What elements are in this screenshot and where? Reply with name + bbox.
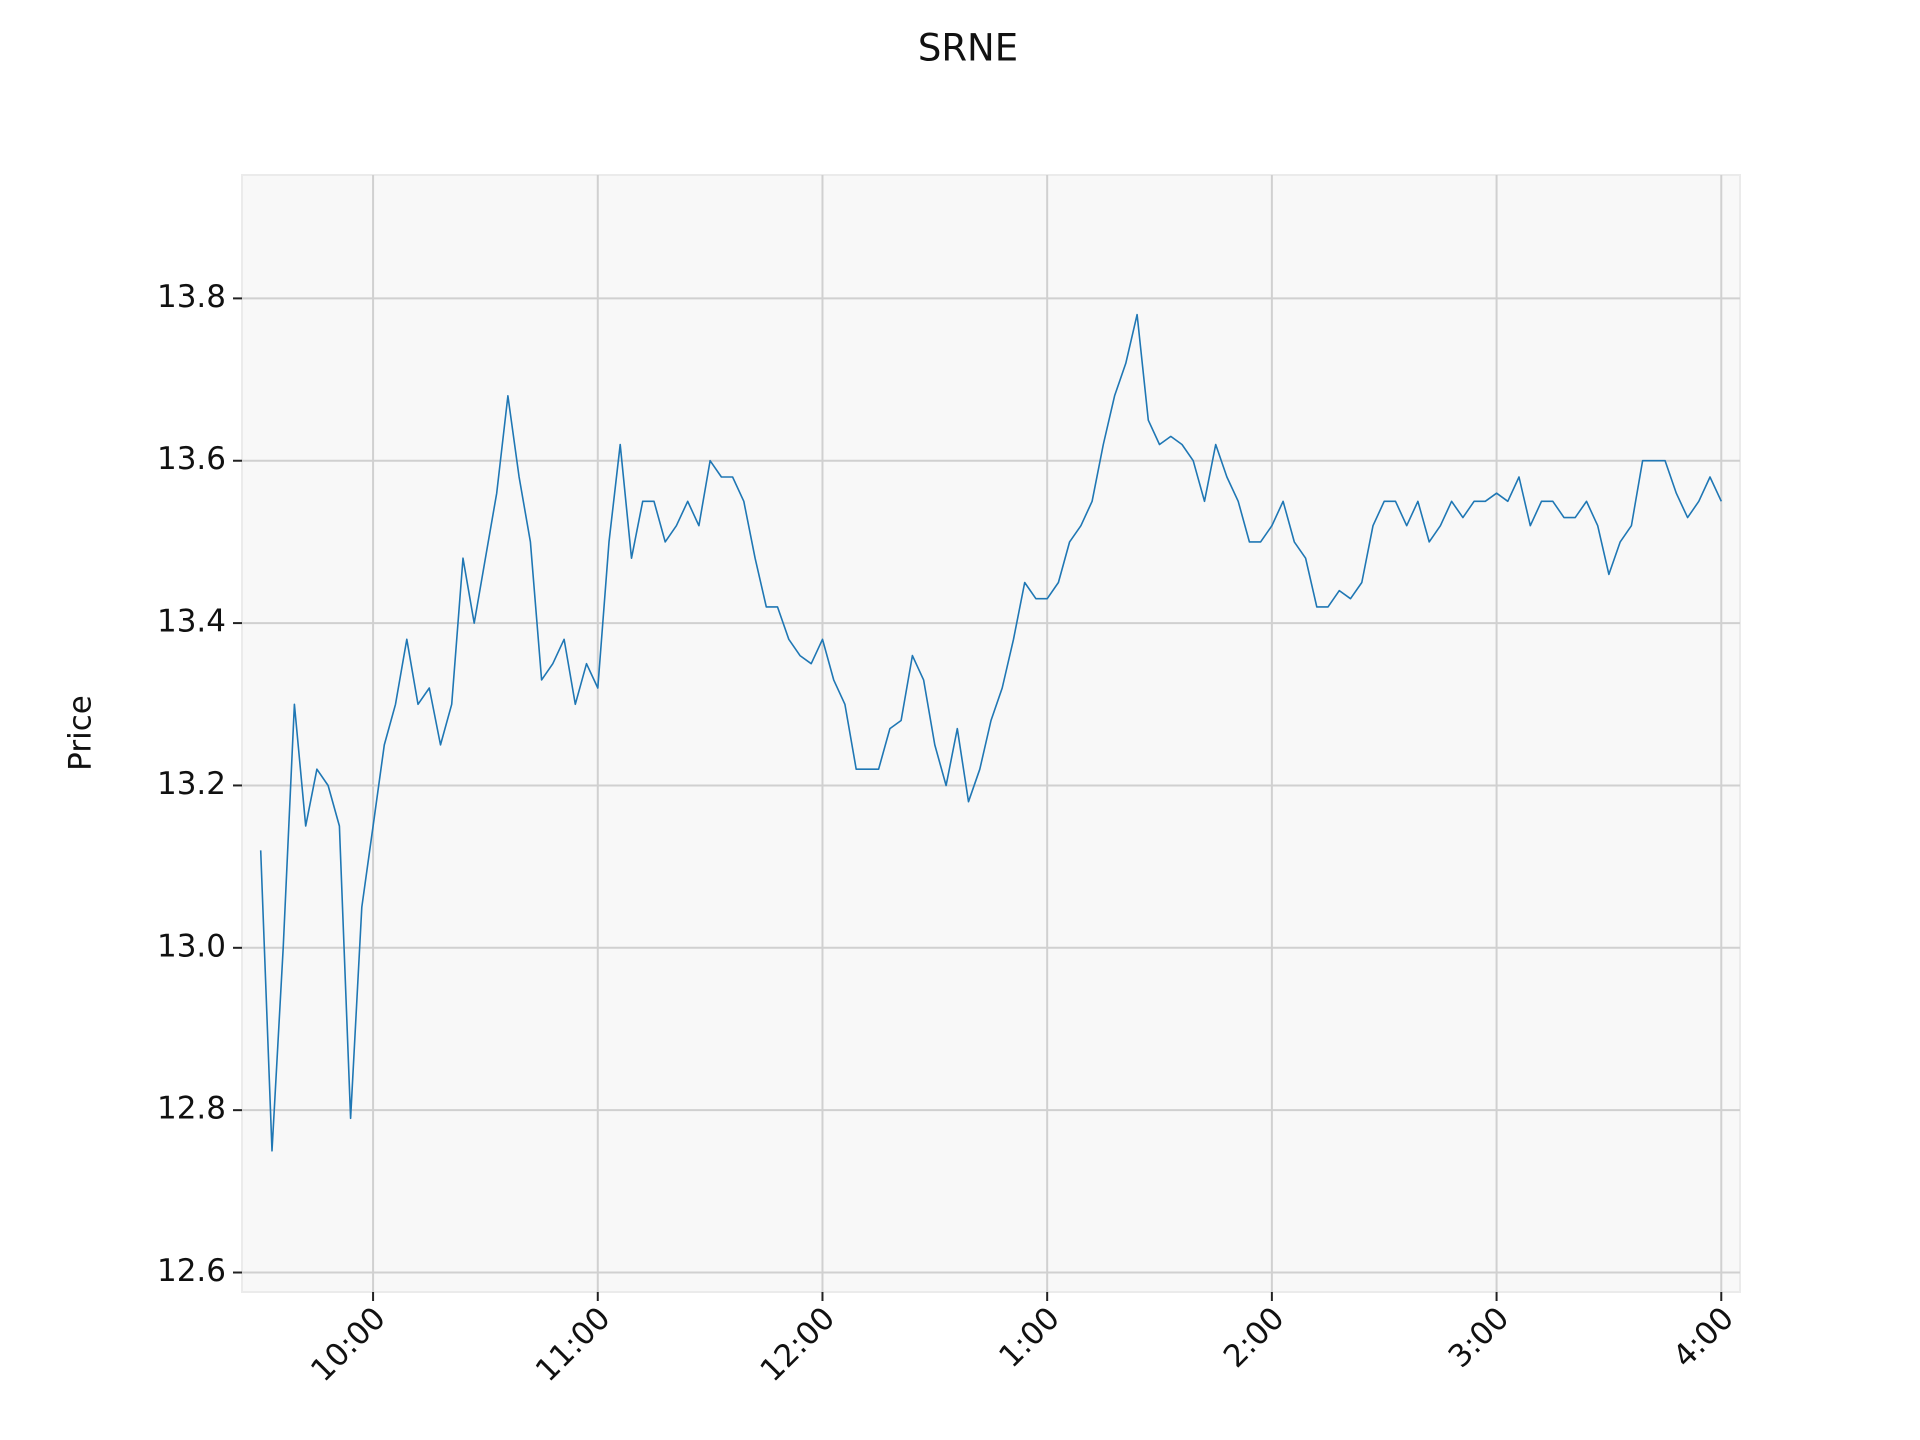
price-line	[259, 313, 1723, 1152]
x-tick-label: 2:00	[1217, 1300, 1292, 1375]
y-tick-label: 13.8	[157, 279, 226, 315]
x-tick-label: 3:00	[1442, 1300, 1517, 1375]
y-tick-label: 13.2	[157, 766, 226, 802]
y-tick-label: 12.8	[157, 1091, 226, 1127]
y-tick-label: 13.6	[157, 441, 226, 477]
y-tick-label: 13.0	[157, 928, 226, 964]
x-tick-label: 4:00	[1666, 1300, 1741, 1375]
x-tick-label: 11:00	[529, 1300, 618, 1389]
x-tick-label: 10:00	[304, 1300, 393, 1389]
x-tick-label: 1:00	[992, 1300, 1067, 1375]
chart-title: SRNE	[918, 27, 1018, 70]
y-axis-label: Price	[63, 695, 99, 771]
plot-area	[241, 174, 1741, 1293]
y-tick-label: 12.6	[157, 1253, 226, 1289]
x-tick-label: 12:00	[754, 1300, 843, 1389]
y-tick-label: 13.4	[157, 604, 226, 640]
